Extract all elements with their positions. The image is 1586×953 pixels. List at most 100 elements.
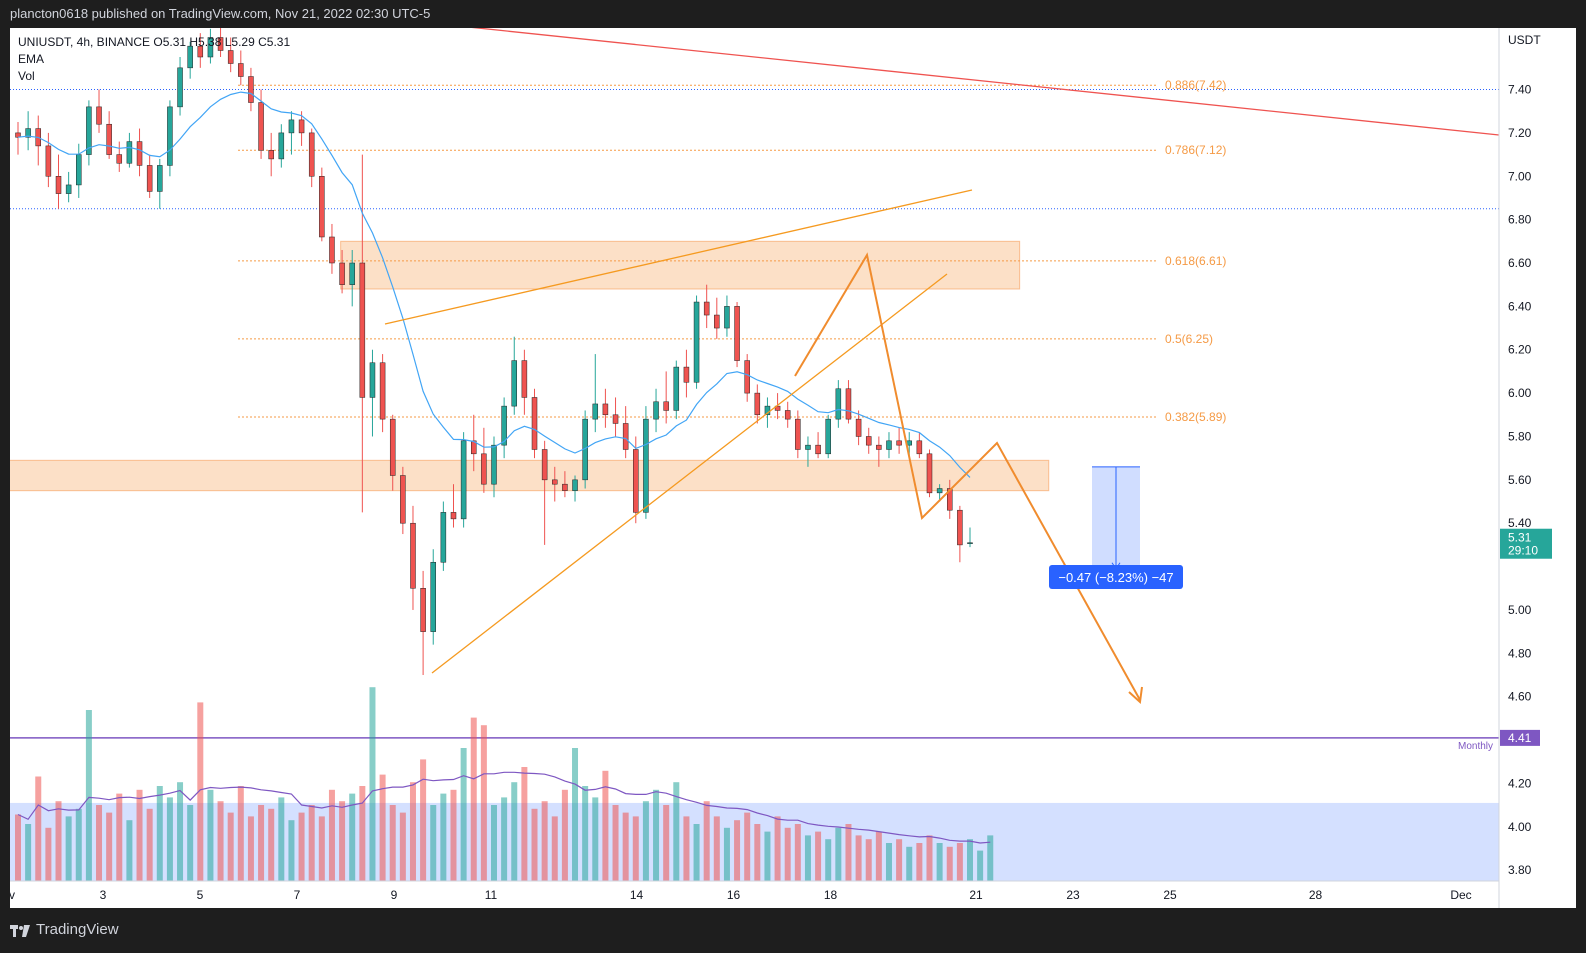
legend-vol: Vol [18, 69, 35, 83]
candle-body [217, 37, 224, 51]
candle-body [653, 401, 659, 420]
volume-bar [359, 786, 366, 881]
candle-body [957, 509, 963, 546]
candle-body [420, 588, 426, 632]
volume-bar [713, 816, 720, 881]
fib-label-2: 0.618(6.61) [1165, 254, 1226, 268]
candle-body [460, 440, 467, 520]
y-tick-label: 7.00 [1508, 169, 1532, 183]
volume-bar [723, 827, 730, 881]
candle-body [157, 165, 163, 192]
candle-body [96, 106, 102, 125]
tv-logo-icon [10, 924, 30, 937]
volume-bar [491, 805, 497, 881]
candle-body [298, 119, 305, 134]
candle-body [521, 360, 528, 398]
volume-bar [946, 846, 953, 881]
candle-body [106, 123, 112, 155]
candle-body [876, 444, 882, 450]
candle-body [450, 512, 457, 520]
volume-bar [774, 816, 781, 881]
volume-bar [460, 748, 467, 881]
candle-body [825, 418, 831, 455]
volume-bar [237, 786, 244, 881]
candle-body [724, 306, 730, 329]
volume-bar [865, 839, 872, 881]
candle-body [15, 132, 21, 138]
candle-body [491, 444, 497, 485]
measure-label: −0.47 (−8.23%) −47 [1058, 570, 1173, 585]
volume-bar [339, 801, 346, 881]
volume-bar [106, 812, 113, 881]
volume-bar [632, 816, 639, 881]
candle-body [744, 360, 750, 394]
volume-bar [885, 843, 892, 881]
x-tick-label: 23 [1066, 888, 1080, 902]
chart-panel[interactable]: 0.886(7.42) 0.786(7.12) 0.618(6.61) 0.5(6.2… [0, 22, 1576, 908]
volume-bar [744, 812, 751, 881]
supply-zone-0 [340, 240, 1021, 290]
candle-body [784, 410, 791, 420]
volume-bar [45, 827, 52, 881]
volume-bar [379, 774, 386, 881]
x-tick-label: 3 [100, 888, 107, 902]
volume-bar [187, 805, 194, 881]
candle-body [329, 236, 335, 264]
volume-bar [592, 797, 599, 881]
candle-body [541, 449, 548, 481]
candle-body [55, 176, 62, 194]
volume-bar [936, 843, 943, 881]
volume-bar [96, 805, 103, 881]
fib-label-3: 0.5(6.25) [1165, 332, 1213, 346]
volume-bar [156, 786, 163, 881]
candle-body [572, 479, 578, 491]
candle-body [552, 479, 558, 485]
y-tick-label: 6.80 [1508, 213, 1532, 227]
y-tick-label: 7.40 [1508, 83, 1532, 97]
candle-body [673, 366, 680, 411]
volume-bar [308, 805, 315, 881]
candle-body [177, 67, 183, 108]
volume-bar [561, 789, 568, 881]
price-chart[interactable]: 0.886(7.42) 0.786(7.12) 0.618(6.61) 0.5(6.2… [0, 22, 1576, 908]
x-tick-label: 25 [1163, 888, 1177, 902]
volume-bar [430, 805, 437, 881]
candle-body [622, 423, 629, 450]
volume-bar [116, 793, 123, 881]
candle-body [258, 102, 264, 151]
projection-arrow [1128, 686, 1143, 705]
candle-body [592, 403, 599, 420]
volume-bar [967, 839, 973, 881]
tradingview-brand: TradingView [36, 921, 119, 938]
candle-body [693, 301, 700, 383]
x-tick-label: 14 [630, 888, 644, 902]
candle-body [633, 449, 639, 513]
fib-label-0: 0.886(7.42) [1165, 78, 1226, 92]
legend-ema: EMA [18, 52, 44, 66]
candle-body [643, 418, 649, 513]
candle-body [65, 184, 72, 194]
volume-bar [25, 824, 32, 881]
candle-body [319, 176, 325, 238]
candle-body [268, 149, 274, 160]
volume-bar [683, 816, 690, 881]
tradingview-logo[interactable]: TradingView [10, 921, 119, 938]
red-trendline [429, 22, 1500, 136]
volume-bar [197, 702, 204, 881]
orange-lower-line [431, 273, 948, 674]
x-tick-label: 7 [294, 888, 301, 902]
volume-bar [703, 801, 710, 881]
orange-upper-line [384, 189, 973, 325]
candle-body [754, 392, 761, 416]
candle-body [25, 128, 31, 138]
candle-body [795, 418, 801, 450]
candle-body [369, 362, 376, 398]
candle-body [248, 76, 254, 103]
candle-body [835, 388, 842, 420]
x-tick-label: 5 [197, 888, 204, 902]
volume-bar [673, 782, 680, 881]
volume-bar [136, 789, 143, 881]
volume-ma-line [17, 771, 991, 844]
candle-body [308, 132, 315, 177]
candle-body [197, 45, 204, 58]
